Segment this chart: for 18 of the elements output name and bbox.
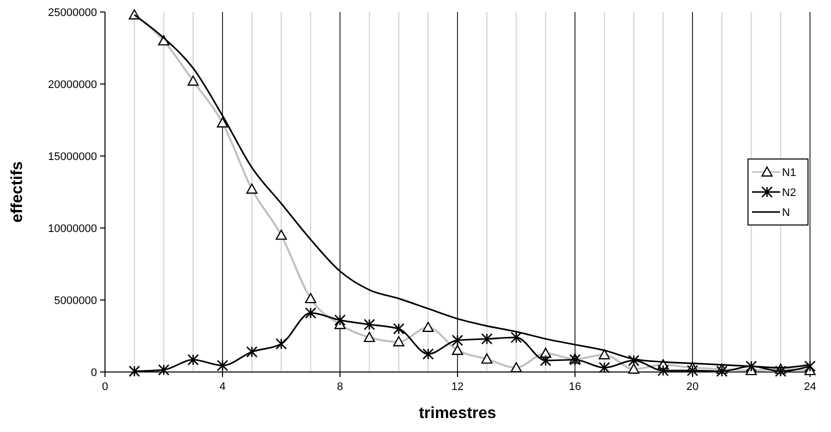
y-tick-label: 0	[90, 367, 97, 379]
legend-label: N	[782, 207, 790, 219]
y-tick-label: 10000000	[48, 223, 97, 235]
y-tick-label: 5000000	[54, 295, 97, 307]
legend-label: N2	[782, 187, 796, 199]
y-tick-label: 25000000	[48, 7, 97, 19]
x-tick-label: 8	[336, 381, 344, 393]
y-tick-label: 15000000	[48, 151, 97, 163]
x-tick-label: 0	[102, 381, 108, 393]
x-tick-label: 16	[568, 381, 582, 393]
legend-label: N1	[782, 167, 796, 179]
x-tick-label: 24	[804, 381, 816, 393]
y-tick-label: 20000000	[48, 79, 97, 91]
x-tick-label: 4	[219, 381, 226, 393]
x-tick-label: 12	[451, 381, 464, 393]
x-axis-title: trimestres	[418, 405, 496, 422]
y-axis-title: effectifs	[9, 161, 26, 223]
x-tick-label: 20	[686, 381, 699, 393]
